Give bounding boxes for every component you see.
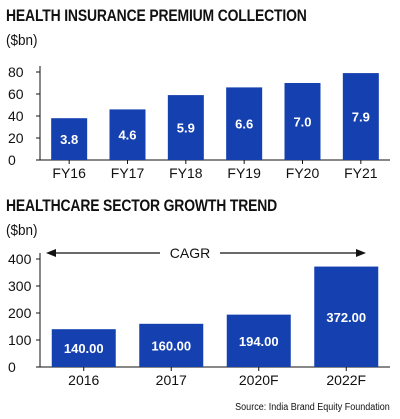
chart2-x-tick-label: 2022F bbox=[326, 372, 366, 388]
chart2-y-tick-label: 0 bbox=[8, 359, 16, 375]
chart1-x-tick-label: FY21 bbox=[344, 165, 378, 181]
chart1-y-tick-label: 40 bbox=[8, 108, 24, 124]
chart1-x-tick-label: FY17 bbox=[111, 165, 145, 181]
chart2-bar bbox=[314, 266, 379, 367]
chart2-x-tick-label: 2016 bbox=[68, 372, 99, 388]
chart1-bar bbox=[167, 95, 204, 160]
chart2-data-label: 372.00 bbox=[326, 310, 366, 325]
chart2-y-tick-label: 100 bbox=[8, 332, 32, 348]
chart2-x-tick-label: 2020F bbox=[239, 372, 279, 388]
chart2-y-tick-label: 300 bbox=[8, 278, 32, 294]
chart1-unit-label: ($bn) bbox=[6, 32, 38, 49]
chart2-bar bbox=[51, 329, 116, 367]
premium-collection-chart: 0 20 40 60 80 3.8 FY16 4.6 FY17 5.9 FY18 6.6 FY19 7.0… bbox=[8, 64, 390, 181]
chart1-bar bbox=[342, 73, 379, 160]
chart2-y-tick-label: 400 bbox=[8, 251, 32, 267]
chart1-y-tick-label: 0 bbox=[8, 152, 16, 168]
chart2-unit-label: ($bn) bbox=[6, 222, 38, 239]
chart1-data-label: 6.6 bbox=[235, 117, 253, 132]
chart1-y-tick-label: 20 bbox=[8, 130, 24, 146]
chart1-bar bbox=[226, 87, 263, 160]
chart2-bar bbox=[139, 323, 204, 367]
chart1-data-label: 7.0 bbox=[293, 115, 311, 130]
chart1-x-tick-label: FY16 bbox=[52, 165, 86, 181]
chart1-data-label: 5.9 bbox=[177, 121, 195, 136]
chart2-x-tick-label: 2017 bbox=[156, 372, 187, 388]
chart1-data-label: 3.8 bbox=[60, 132, 78, 147]
cagr-label: CAGR bbox=[170, 245, 210, 261]
chart1-x-tick-label: FY18 bbox=[169, 165, 203, 181]
cagr-arrowhead-left bbox=[46, 249, 56, 257]
chart2-data-label: 194.00 bbox=[239, 334, 279, 349]
source-note: Source: India Brand Equity Foundation bbox=[235, 402, 390, 413]
chart1-bar bbox=[109, 109, 146, 160]
chart2-data-label: 140.00 bbox=[64, 341, 104, 356]
chart1-x-tick-label: FY19 bbox=[227, 165, 261, 181]
chart2-y-tick-label: 200 bbox=[8, 305, 32, 321]
chart1-bar bbox=[51, 118, 88, 160]
chart1-y-tick-label: 80 bbox=[8, 64, 24, 80]
chart1-title: HEALTH INSURANCE PREMIUM COLLECTION bbox=[6, 6, 307, 25]
chart1-bar bbox=[284, 83, 321, 160]
chart1-x-tick-label: FY20 bbox=[286, 165, 320, 181]
cagr-arrowhead-right bbox=[356, 249, 366, 257]
chart1-data-label: 4.6 bbox=[118, 128, 136, 143]
chart1-data-label: 7.9 bbox=[352, 110, 370, 125]
chart2-title: HEALTHCARE SECTOR GROWTH TREND bbox=[6, 196, 278, 215]
chart2-bar bbox=[226, 314, 291, 367]
chart2-data-label: 160.00 bbox=[151, 338, 191, 353]
chart1-y-tick-label: 60 bbox=[8, 86, 24, 102]
